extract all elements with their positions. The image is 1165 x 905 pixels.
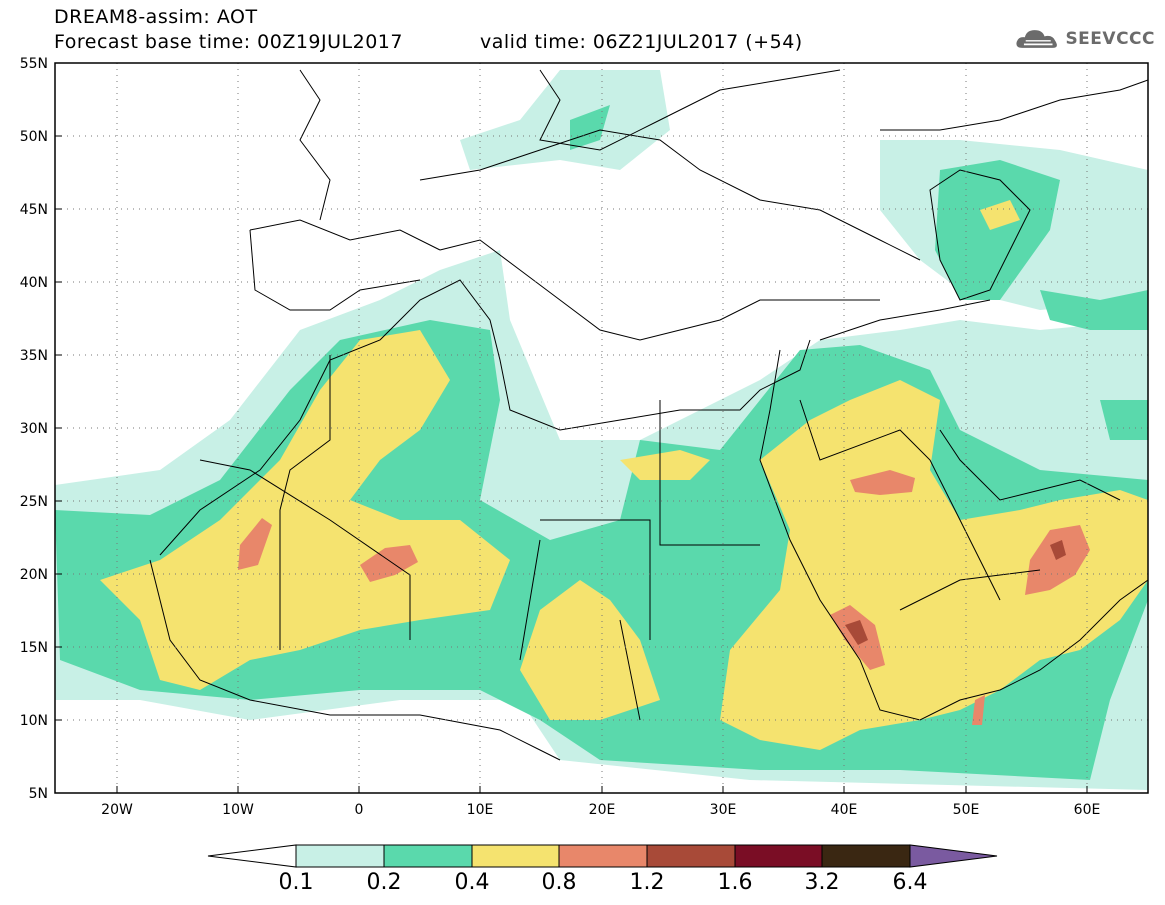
lon-label-10e: 10E [467,802,494,818]
seevccc-logo: SEEVCCC [1015,24,1155,54]
lat-label-25n: 25N [20,494,48,510]
colorbar-segment-1.2-1.6 [646,844,736,868]
axis-ticks [55,62,1088,793]
lat-label-10n: 10N [20,713,48,729]
colorbar-label-1.2: 1.2 [629,870,665,895]
colorbar-label-3.2: 3.2 [804,870,840,895]
lon-label-50e: 50E [953,802,980,818]
lat-label-30n: 30N [20,421,48,437]
lat-label-15n: 15N [20,640,48,656]
coastlines [149,69,1148,761]
colorbar-under-triangle [207,844,297,868]
colorbar-segment-0.8-1.2 [558,844,648,868]
aot-level-0.4 [100,200,1148,750]
colorbar-label-0.8: 0.8 [541,870,577,895]
colorbar-segment-0.1-0.2 [295,844,385,868]
lon-label-20w: 20W [101,802,133,818]
grid-lines [55,63,1148,793]
lat-label-50n: 50N [20,129,48,145]
map-title: DREAM8-assim: AOT [54,6,258,28]
colorbar [207,844,998,868]
colorbar-label-0.2: 0.2 [366,870,402,895]
forecast-base-time: Forecast base time: 00Z19JUL2017 [54,31,403,53]
lon-label-10w: 10W [222,802,254,818]
lat-label-45n: 45N [20,202,48,218]
colorbar-label-6.4: 6.4 [892,870,928,895]
aot-level-1.2 [845,540,1066,645]
lat-label-20n: 20N [20,567,48,583]
colorbar-segment-0.4-0.8 [471,844,560,868]
lon-label-20e: 20E [589,802,616,818]
lon-label-0: 0 [355,802,364,818]
valid-time: valid time: 06Z21JUL2017 (+54) [480,31,803,53]
lat-label-35n: 35N [20,348,48,364]
colorbar-segment-0.2-0.4 [383,844,473,868]
longitude-labels: 20W 10W 0 10E 20E 30E 40E 50E 60E [101,802,1100,818]
lat-label-5n: 5N [29,786,48,802]
lat-label-40n: 40N [20,275,48,291]
colorbar-segment-3.2-6.4 [821,844,911,868]
latitude-labels: 55N 50N 45N 40N 35N 30N 25N 20N 15N 10N … [20,56,48,802]
cloud-logo-icon [1016,30,1057,48]
lon-label-60e: 60E [1074,802,1101,818]
lon-label-40e: 40E [831,802,858,818]
colorbar-label-1.6: 1.6 [717,870,753,895]
colorbar-label-0.4: 0.4 [454,870,490,895]
colorbar-segment-1.6-3.2 [734,844,823,868]
lat-label-55n: 55N [20,56,48,72]
logo-text: SEEVCCC [1065,29,1155,49]
lon-label-30e: 30E [710,802,737,818]
colorbar-over-triangle [909,844,998,868]
colorbar-label-0.1: 0.1 [278,870,314,895]
